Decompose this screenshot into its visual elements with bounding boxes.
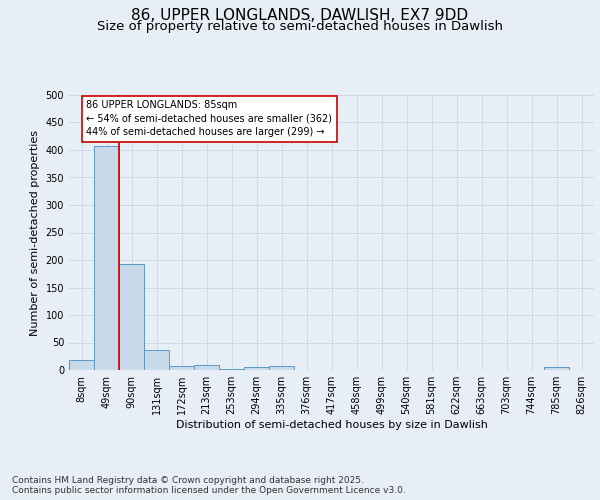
Text: 86, UPPER LONGLANDS, DAWLISH, EX7 9DD: 86, UPPER LONGLANDS, DAWLISH, EX7 9DD xyxy=(131,8,469,22)
X-axis label: Distribution of semi-detached houses by size in Dawlish: Distribution of semi-detached houses by … xyxy=(176,420,487,430)
Bar xyxy=(244,367,269,370)
Bar xyxy=(144,350,169,370)
Bar xyxy=(119,264,144,370)
Text: Contains HM Land Registry data © Crown copyright and database right 2025.
Contai: Contains HM Land Registry data © Crown c… xyxy=(12,476,406,495)
Bar xyxy=(69,360,94,370)
Bar xyxy=(219,369,244,370)
Bar xyxy=(544,367,569,370)
Bar xyxy=(269,366,294,370)
Bar xyxy=(194,364,219,370)
Bar xyxy=(94,146,119,370)
Text: 86 UPPER LONGLANDS: 85sqm
← 54% of semi-detached houses are smaller (362)
44% of: 86 UPPER LONGLANDS: 85sqm ← 54% of semi-… xyxy=(86,100,332,137)
Bar xyxy=(169,366,194,370)
Text: Size of property relative to semi-detached houses in Dawlish: Size of property relative to semi-detach… xyxy=(97,20,503,33)
Y-axis label: Number of semi-detached properties: Number of semi-detached properties xyxy=(30,130,40,336)
